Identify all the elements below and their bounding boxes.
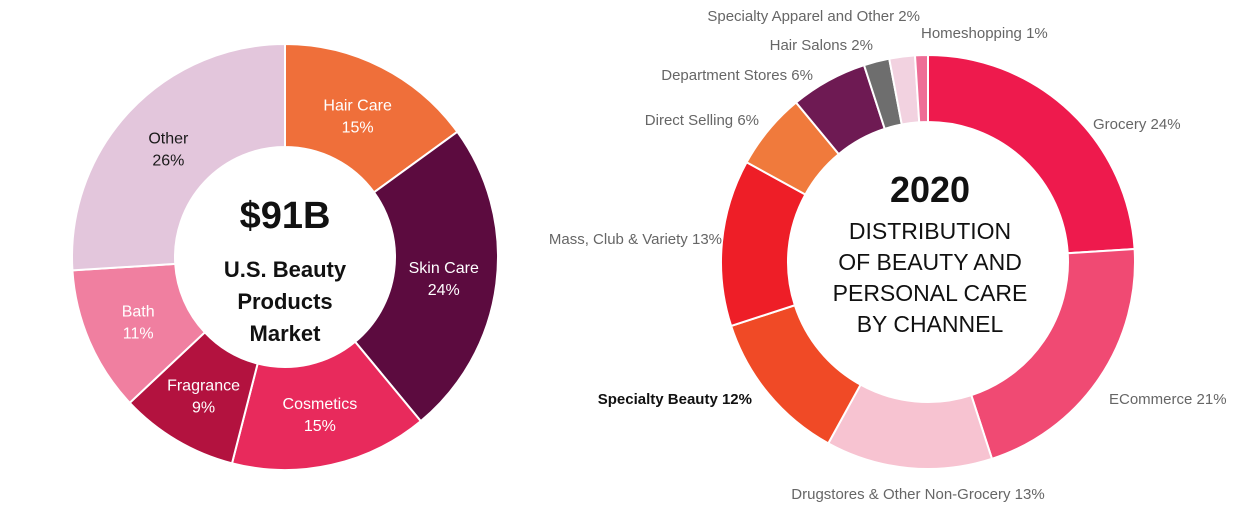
label-specialty-beauty: Specialty Beauty 12%	[598, 391, 752, 408]
value-label-hair-care: 15%	[342, 119, 374, 136]
distribution-subtitle-line-2: OF BEAUTY AND	[838, 249, 1022, 275]
slice-other	[71, 42, 286, 272]
value-label-other: 26%	[152, 152, 184, 169]
slice-homeshopping	[913, 53, 929, 124]
label-fragrance: Fragrance	[167, 378, 240, 395]
distribution-subtitle-line-4: BY CHANNEL	[857, 311, 1004, 337]
market-subtitle-line-2: Products	[237, 289, 332, 314]
label-department-stores: Department Stores 6%	[661, 67, 813, 84]
slice-grocery	[927, 53, 1136, 255]
value-label-bath: 11%	[123, 326, 154, 343]
value-label-cosmetics: 15%	[304, 418, 336, 435]
market-subtitle-line-3: Market	[250, 321, 322, 346]
label-specialty-apparel-and-other: Specialty Apparel and Other 2%	[707, 8, 920, 25]
label-bath: Bath	[122, 304, 155, 321]
label-drugstores-other-non-grocery: Drugstores & Other Non-Grocery 13%	[791, 486, 1044, 503]
label-hair-care: Hair Care	[323, 97, 392, 114]
distribution-center: 2020 DISTRIBUTION OF BEAUTY AND PERSONAL…	[833, 169, 1028, 337]
market-subtitle-line-1: U.S. Beauty	[224, 257, 347, 282]
distribution-channel-donut-chart: Grocery 24% ECommerce 21% Drugstores & Oth…	[549, 8, 1227, 503]
market-total: $91B	[240, 195, 331, 237]
label-hair-salons: Hair Salons 2%	[770, 37, 873, 54]
label-mass-club-variety: Mass, Club & Variety 13%	[549, 231, 722, 248]
label-ecommerce: ECommerce 21%	[1109, 391, 1227, 408]
label-homeshopping: Homeshopping 1%	[921, 25, 1048, 42]
distribution-subtitle-line-3: PERSONAL CARE	[833, 280, 1028, 306]
label-other: Other	[148, 130, 189, 147]
distribution-subtitle-line-1: DISTRIBUTION	[849, 218, 1011, 244]
slice-hair-care	[284, 42, 459, 194]
label-grocery: Grocery 24%	[1093, 116, 1181, 133]
beauty-market-center: $91B U.S. Beauty Products Market	[224, 195, 347, 346]
label-direct-selling: Direct Selling 6%	[645, 112, 759, 129]
label-cosmetics: Cosmetics	[283, 396, 358, 413]
value-label-skin-care: 24%	[428, 282, 460, 299]
slice-cosmetics	[230, 340, 423, 471]
value-label-fragrance: 9%	[192, 400, 215, 417]
beauty-market-donut-chart: Hair Care 15% Skin Care 24% Cosmetics 15% Frag…	[71, 42, 499, 471]
slice-skin-care	[353, 130, 499, 423]
label-skin-care: Skin Care	[409, 260, 479, 277]
distribution-year: 2020	[890, 169, 970, 210]
